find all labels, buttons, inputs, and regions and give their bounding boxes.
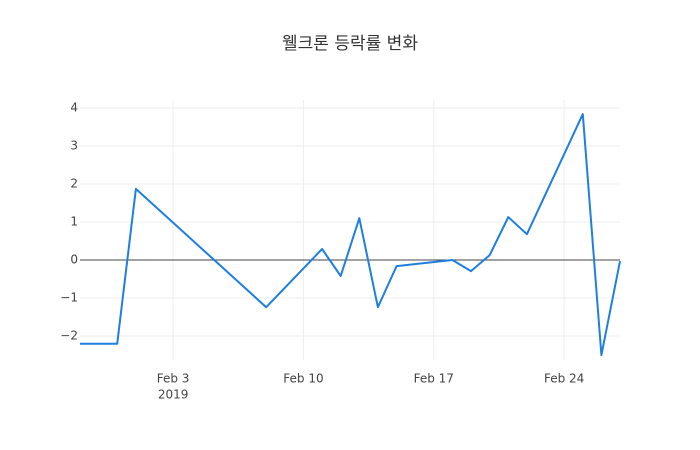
x-year-label: 2019 xyxy=(158,388,189,402)
x-tick-label: Feb 3 xyxy=(157,372,190,386)
x-tick-label: Feb 17 xyxy=(414,372,454,386)
x-tick-label: Feb 24 xyxy=(544,372,584,386)
y-tick-label: 0 xyxy=(70,253,78,267)
y-tick-label: 3 xyxy=(70,138,78,152)
y-tick-label: −1 xyxy=(60,291,78,305)
chart-title: 웰크론 등락률 변화 xyxy=(282,34,418,54)
x-tick-label: Feb 10 xyxy=(283,372,323,386)
line-series xyxy=(80,113,621,357)
y-tick-label: 4 xyxy=(70,100,78,114)
y-tick-label: −2 xyxy=(60,329,78,343)
y-tick-label: 2 xyxy=(70,177,78,191)
y-tick-label: 1 xyxy=(70,215,78,229)
